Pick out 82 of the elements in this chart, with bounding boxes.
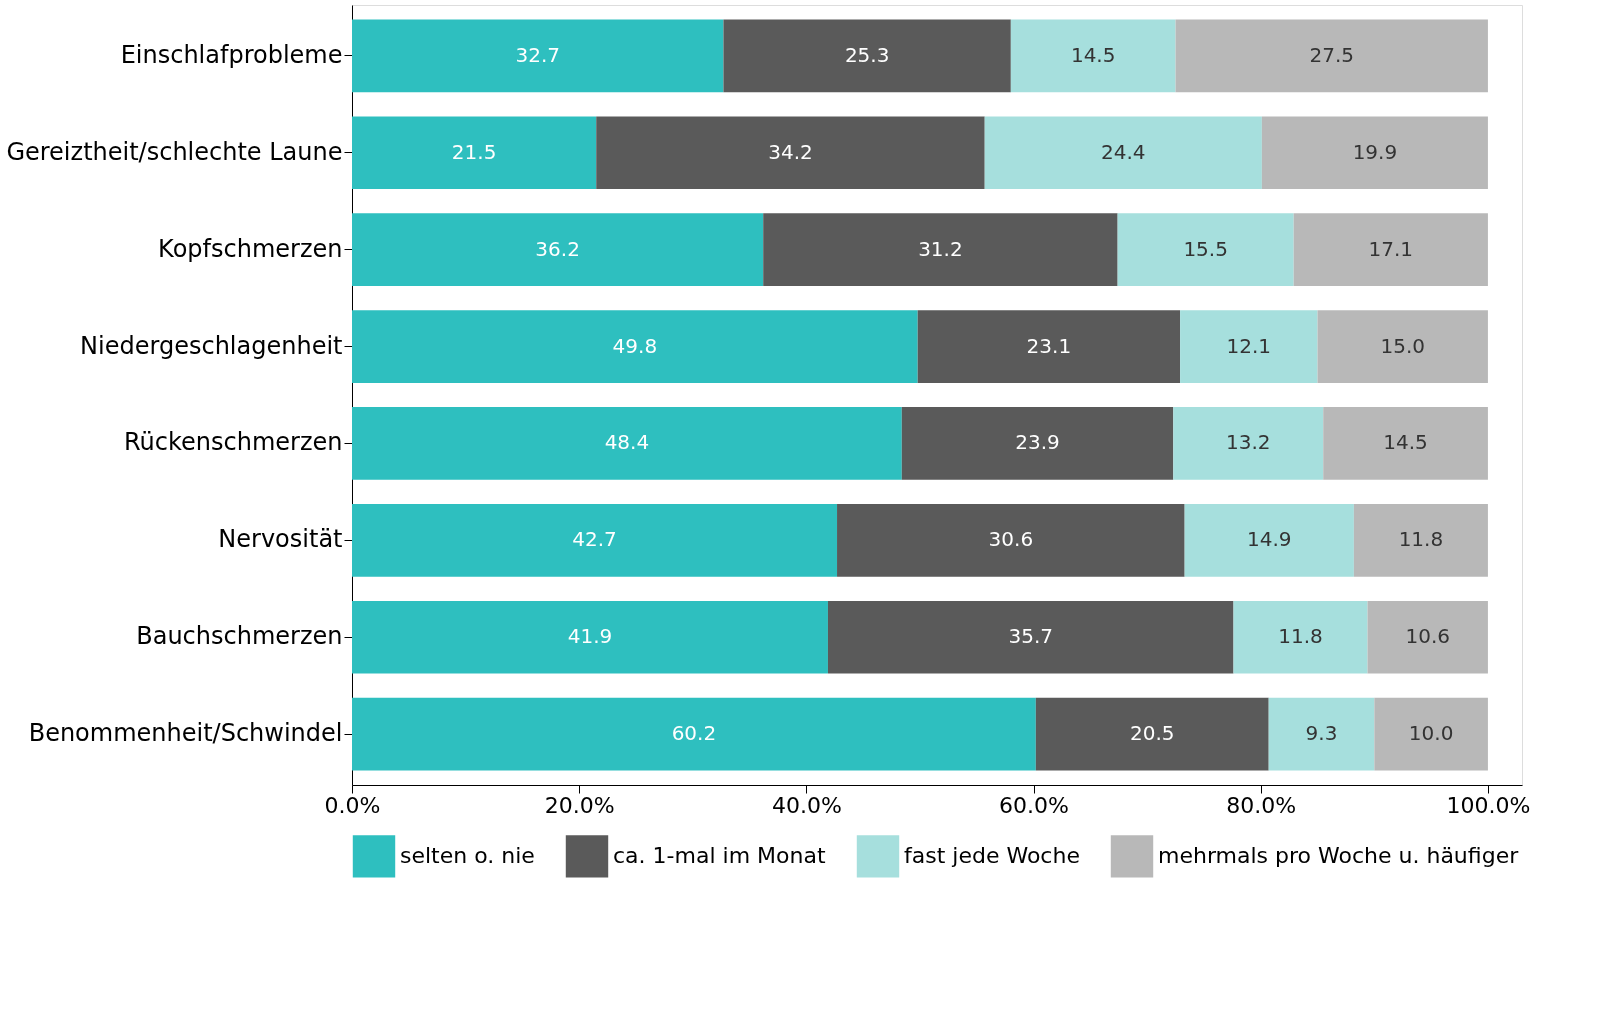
bar — [763, 213, 1118, 286]
bar — [352, 213, 764, 286]
bar — [1180, 310, 1318, 383]
bar — [723, 19, 1011, 93]
data-label: 11.8 — [1278, 624, 1323, 649]
y-tick-label: Benommenheit/Schwindel — [28, 719, 343, 748]
y-tick-label: Kopfschmerzen — [158, 234, 343, 263]
bar — [1323, 407, 1488, 480]
bar — [917, 310, 1181, 383]
data-label: 14.5 — [1383, 430, 1428, 455]
bar — [352, 407, 902, 480]
data-label: 25.3 — [844, 42, 890, 67]
data-label: 36.2 — [535, 236, 580, 261]
data-label: 32.7 — [515, 42, 560, 67]
x-tick-label: 40.0% — [771, 792, 842, 818]
bar — [352, 600, 828, 674]
bar — [1261, 116, 1488, 190]
data-label: 19.9 — [1352, 139, 1398, 164]
y-tick-label: Nervosität — [218, 525, 343, 554]
bar — [352, 19, 724, 93]
data-label: 23.9 — [1015, 430, 1060, 455]
legend-label: selten o. nie — [400, 843, 535, 869]
bar — [1374, 697, 1488, 771]
data-label: 12.1 — [1226, 333, 1272, 358]
data-label: 14.9 — [1246, 527, 1292, 552]
bar — [1117, 213, 1294, 286]
bar — [1317, 310, 1488, 383]
bar — [352, 504, 838, 577]
y-tick-label: Einschlafprobleme — [120, 40, 343, 69]
data-label: 9.3 — [1305, 721, 1338, 746]
data-label: 20.5 — [1129, 721, 1175, 746]
data-label: 49.8 — [612, 333, 658, 358]
y-tick-label: Bauchschmerzen — [136, 622, 343, 651]
bar — [901, 407, 1174, 480]
data-label: 60.2 — [671, 721, 717, 746]
data-label: 35.7 — [1008, 624, 1053, 649]
bar — [1293, 213, 1488, 286]
data-label: 31.2 — [918, 236, 963, 261]
data-label: 21.5 — [451, 139, 497, 164]
data-label: 10.0 — [1408, 721, 1454, 746]
data-label: 30.6 — [988, 527, 1034, 552]
bar — [1184, 504, 1354, 577]
bar — [1367, 600, 1488, 674]
data-label: 34.2 — [768, 139, 813, 164]
bar — [837, 504, 1185, 577]
data-label: 27.5 — [1309, 42, 1354, 67]
data-label: 11.8 — [1398, 527, 1444, 552]
x-tick-label: 80.0% — [1226, 792, 1297, 818]
x-tick-label: 0.0% — [324, 792, 381, 818]
y-tick-label: Gereiztheit/schlechte Laune — [6, 137, 343, 166]
bar — [352, 116, 597, 190]
x-tick-label: 60.0% — [999, 792, 1069, 818]
y-tick-label: Rückenschmerzen — [123, 428, 343, 457]
legend-label: ca. 1-mal im Monat — [613, 843, 826, 869]
x-tick-label: 100.0% — [1446, 792, 1531, 818]
bar — [984, 116, 1262, 190]
bar — [1233, 600, 1368, 674]
legend-label: mehrmals pro Woche u. häufiger — [1158, 843, 1520, 869]
data-label: 15.5 — [1183, 236, 1228, 261]
data-label: 42.7 — [572, 527, 617, 552]
bar — [1268, 697, 1375, 771]
bar — [352, 310, 918, 383]
bar — [1175, 19, 1488, 93]
bar — [1010, 19, 1176, 93]
legend-label: fast jede Woche — [904, 843, 1080, 869]
y-tick-label: Niedergeschlagenheit — [80, 331, 343, 360]
bar — [352, 697, 1036, 771]
x-tick-label: 20.0% — [544, 792, 615, 818]
data-label: 14.5 — [1070, 42, 1116, 67]
bar — [1353, 504, 1488, 577]
data-label: 24.4 — [1101, 139, 1146, 164]
data-label: 48.4 — [604, 430, 650, 455]
data-label: 23.1 — [1026, 333, 1072, 358]
data-label: 41.9 — [567, 624, 613, 649]
bar — [1035, 697, 1269, 771]
data-label: 15.0 — [1380, 333, 1425, 358]
data-label: 13.2 — [1225, 430, 1271, 455]
data-label: 10.6 — [1405, 624, 1450, 649]
bar — [1173, 407, 1324, 480]
data-label: 17.1 — [1368, 236, 1414, 261]
bar — [596, 116, 985, 190]
bar — [827, 600, 1234, 674]
